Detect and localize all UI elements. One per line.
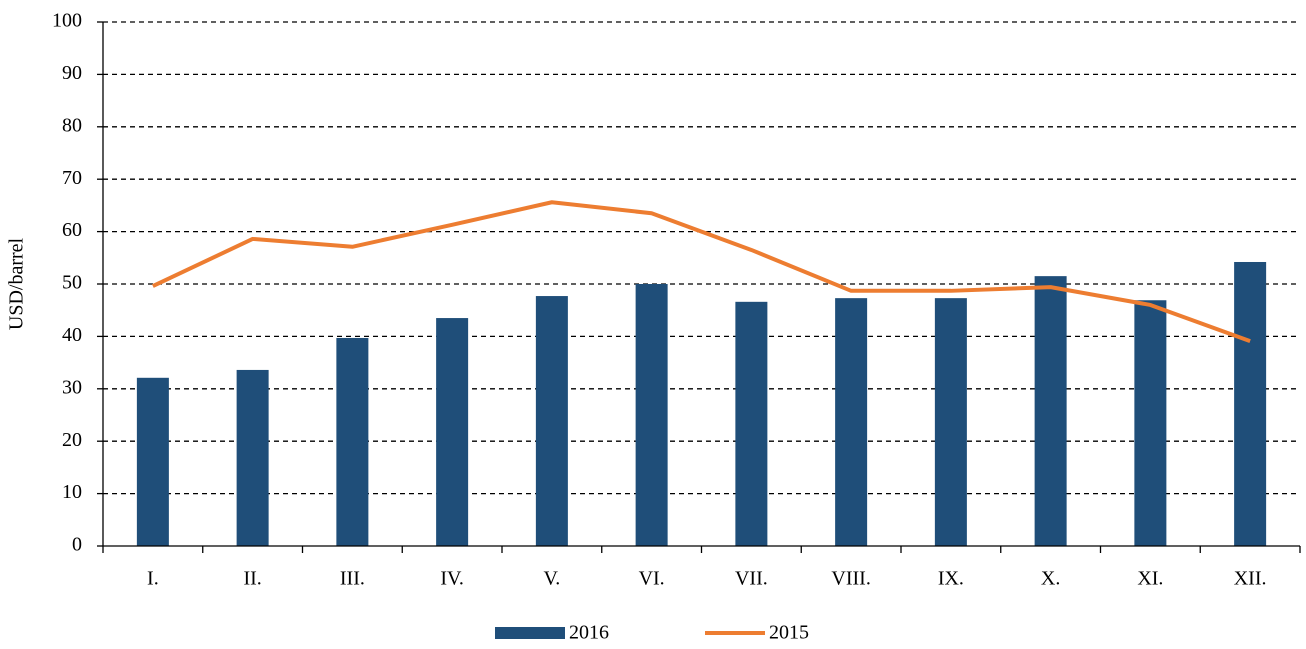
bar [1034,276,1067,546]
x-tick-label: I. [147,568,159,590]
bar [436,318,469,546]
y-tick-label: 70 [62,167,82,189]
x-tick-label: X. [1041,568,1060,590]
y-tick-label: 40 [62,324,82,346]
y-tick-label: 0 [72,534,82,556]
bar [635,284,668,546]
y-tick-label: 50 [62,272,82,294]
x-tick-label: IX. [938,568,964,590]
y-tick-label: 100 [52,10,82,32]
bar [236,369,269,546]
y-tick-label: 20 [62,429,82,451]
y-tick-label: 10 [62,481,82,503]
x-tick-label: V. [543,568,560,590]
y-tick-label: 60 [62,219,82,241]
x-tick-label: VII. [735,568,768,590]
x-tick-label: VI. [639,568,665,590]
x-tick-label: III. [340,568,365,590]
bar [1134,300,1167,546]
x-tick-label: IV. [440,568,464,590]
bar [1234,261,1267,546]
bar [835,298,868,546]
legend-label: 2015 [769,622,809,644]
y-tick-label: 30 [62,376,82,398]
bar [336,337,369,546]
bar [934,298,967,546]
legend-label: 2016 [569,622,609,644]
x-tick-label: VIII. [831,568,870,590]
x-tick-label: II. [243,568,261,590]
x-tick-label: XI. [1137,568,1163,590]
bar [535,296,568,546]
y-tick-label: 80 [62,114,82,136]
y-tick-label: 90 [62,62,82,84]
bar [136,377,169,546]
y-axis-label: USD/barrel [6,237,28,330]
x-tick-label: XII. [1234,568,1267,590]
line [152,200,1251,343]
legend-swatch [495,627,565,639]
bar [735,301,768,546]
